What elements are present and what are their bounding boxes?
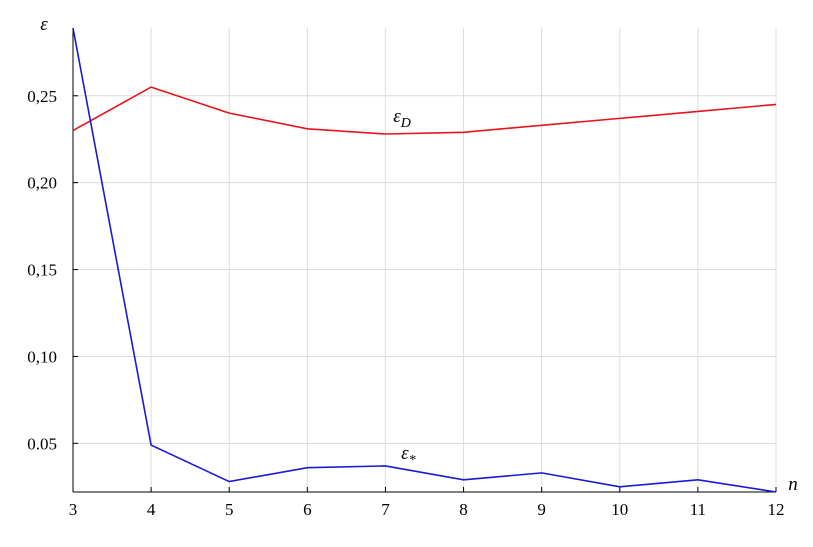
x-tick-label: 9 bbox=[537, 500, 546, 519]
x-tick-label: 3 bbox=[69, 500, 78, 519]
x-tick-label: 6 bbox=[303, 500, 312, 519]
annotation-subscript: D bbox=[400, 116, 411, 131]
x-tick-label: 10 bbox=[611, 500, 628, 519]
x-tick-label: 11 bbox=[690, 500, 706, 519]
x-axis-label: n bbox=[788, 474, 798, 495]
y-tick-label: 0,15 bbox=[27, 261, 57, 280]
annotation-text: ε bbox=[393, 106, 401, 127]
x-tick-label: 8 bbox=[459, 500, 468, 519]
annotation: εD bbox=[393, 106, 411, 131]
series-line bbox=[72, 27, 777, 493]
x-tick-label: 5 bbox=[225, 500, 234, 519]
y-tick-label: 0,25 bbox=[27, 87, 57, 106]
y-tick-label: 0,10 bbox=[27, 347, 57, 366]
x-tick-label: 4 bbox=[147, 500, 156, 519]
y-axis-label: ε bbox=[40, 14, 48, 35]
annotation-text: ε bbox=[401, 443, 409, 464]
x-tick-label: 7 bbox=[381, 500, 390, 519]
annotation: ε* bbox=[401, 443, 416, 468]
x-tick-label: 12 bbox=[768, 500, 785, 519]
series-line bbox=[72, 86, 777, 135]
annotation-subscript: * bbox=[409, 453, 416, 468]
y-tick-label: 0.05 bbox=[27, 434, 57, 453]
y-tick-label: 0,20 bbox=[27, 174, 57, 193]
